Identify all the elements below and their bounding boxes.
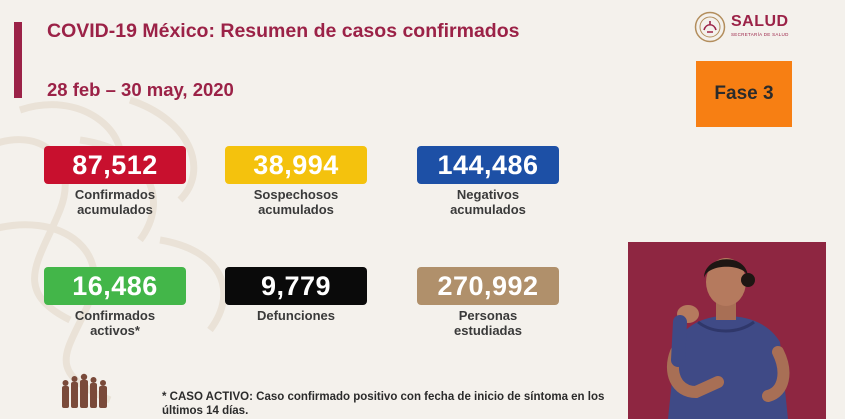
stat-label: Negativos acumulados — [450, 187, 526, 217]
stat-label: Defunciones — [256, 308, 335, 323]
interpreter-person-icon — [628, 242, 826, 419]
stat-sospechosos-acumulados: 38,994 Sospechosos acumulados — [225, 146, 367, 217]
stat-value: 16,486 — [44, 267, 186, 305]
stat-label: Sospechosos acumulados — [253, 187, 339, 217]
date-range: 28 feb – 30 may, 2020 — [47, 79, 234, 100]
stat-personas-estudiadas: 270,992 Personas estudiadas — [417, 267, 559, 338]
sign-language-interpreter-video — [628, 242, 826, 419]
stat-value: 270,992 — [417, 267, 559, 305]
stat-value: 144,486 — [417, 146, 559, 184]
stat-value: 87,512 — [44, 146, 186, 184]
stat-value: 9,779 — [225, 267, 367, 305]
stat-defunciones: 9,779 Defunciones — [225, 267, 367, 323]
stat-label: Personas estudiadas — [454, 308, 522, 338]
active-case-footnote: * CASO ACTIVO: Caso confirmado positivo … — [162, 391, 605, 417]
phase-badge: Fase 3 — [696, 61, 792, 127]
salud-logo: SALUD SECRETARÍA DE SALUD — [694, 11, 804, 45]
logo-subtitle: SECRETARÍA DE SALUD — [731, 32, 789, 37]
stat-confirmados-activos: 16,486 Confirmados activos* — [44, 267, 186, 338]
title-accent-bar — [14, 22, 22, 98]
page-title: COVID-19 México: Resumen de casos confir… — [47, 20, 520, 42]
historic-figures-icon — [62, 373, 107, 408]
stat-value: 38,994 — [225, 146, 367, 184]
national-seal-icon — [694, 11, 726, 43]
stat-negativos-acumulados: 144,486 Negativos acumulados — [417, 146, 559, 217]
stat-label: Confirmados acumulados — [74, 187, 156, 217]
logo-name: SALUD — [731, 13, 789, 30]
stat-confirmados-acumulados: 87,512 Confirmados acumulados — [44, 146, 186, 217]
stat-label: Confirmados activos* — [74, 308, 156, 338]
